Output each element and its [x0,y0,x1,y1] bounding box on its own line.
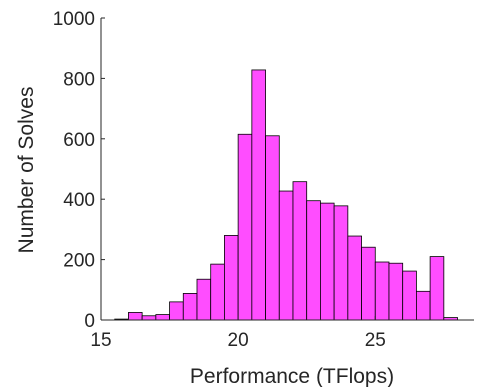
ticks-group: 0 200 400 600 800 1000 15 20 25 [53,9,386,351]
histogram-bar [265,135,280,321]
histogram-bar [251,69,266,321]
histogram-bar [374,261,390,321]
histogram-bar [224,235,239,321]
x-tick-label: 25 [365,330,386,351]
y-tick-label: 800 [63,69,95,90]
histogram-bar [210,263,225,321]
y-tick-label: 0 [84,311,95,332]
histogram-bar [128,312,143,321]
axes-group [100,18,474,321]
y-tick-label: 200 [63,251,95,272]
y-axis-label: Number of Solves [15,87,38,254]
histogram-bar [292,181,308,321]
y-tick-label: 400 [63,190,95,211]
histogram-bar [306,200,321,321]
x-tick-label: 20 [228,330,249,351]
histogram-bar [361,246,376,321]
histogram-bar [388,262,404,321]
histogram-bar [182,293,198,321]
x-tick-label: 15 [90,330,111,351]
histogram-bar [237,133,253,321]
x-axis-label: Performance (TFlops) [190,365,394,387]
histogram-bar [196,278,212,321]
histogram-bar [155,314,170,321]
histogram-bar [320,202,335,321]
histogram-bar [429,256,445,321]
histogram-bar [416,290,431,321]
histogram-bar [347,235,362,321]
histogram-bar [169,301,184,321]
histogram-bar [141,315,157,321]
bars-group [114,69,458,321]
histogram-bar [402,270,417,321]
y-tick-label: 600 [63,130,95,151]
histogram-bar [333,205,349,321]
y-tick-label: 1000 [53,9,95,30]
histogram-bar [278,190,294,321]
